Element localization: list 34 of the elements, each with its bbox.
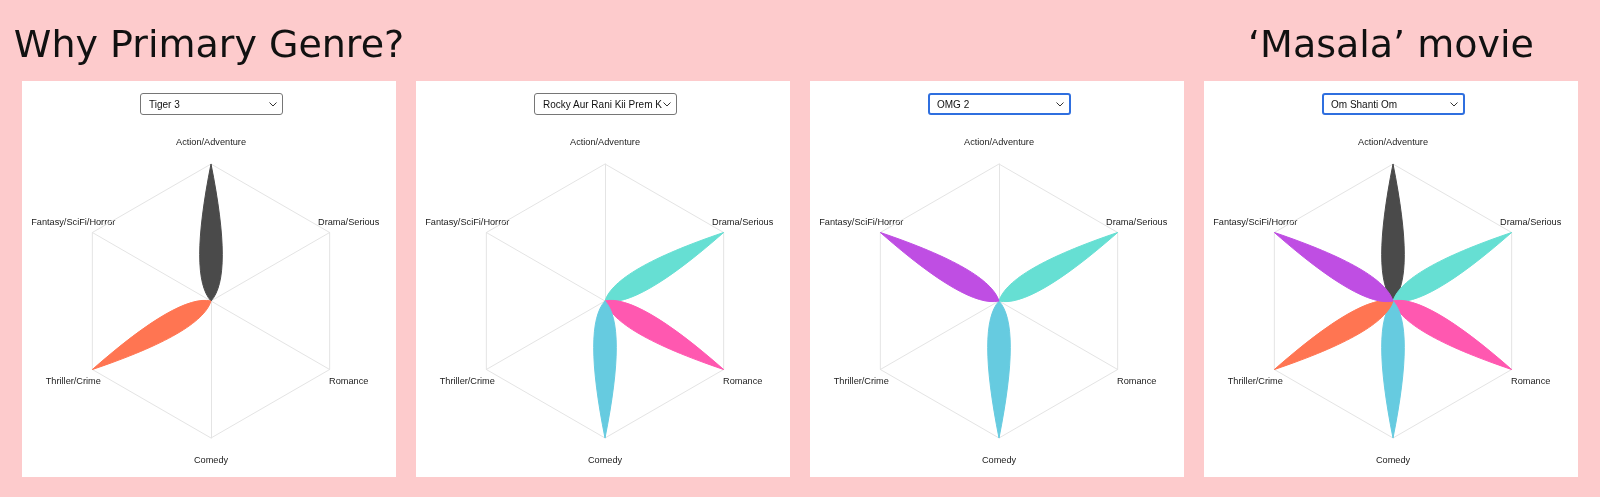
- spoke-label: Fantasy/SciFi/Horror: [819, 216, 904, 227]
- chart-subtitle: Rocky Aur Rani Kii Prem K: [543, 98, 662, 110]
- chart-title: ‘Masala’ movie: [1248, 22, 1534, 66]
- dropdown: Tiger 3: [140, 93, 283, 115]
- spoke-label: Romance: [1117, 375, 1157, 386]
- spoke-label: Action/Adventure: [176, 137, 246, 147]
- spoke-label: Thriller/Crime: [45, 375, 101, 386]
- spoke-label: Fantasy/SciFi/Horror: [425, 216, 510, 227]
- dropdown: Rocky Aur Rani Kii Prem K: [534, 93, 677, 115]
- spoke-label: Comedy: [1375, 455, 1411, 465]
- spoke-label: Comedy: [193, 455, 229, 465]
- spoke-label: Drama/Serious: [712, 216, 774, 227]
- spoke-label: Action/Adventure: [1358, 137, 1428, 147]
- spoke-label: Thriller/Crime: [1227, 375, 1283, 386]
- chart-title: Why Primary Genre?: [13, 22, 405, 66]
- spoke-label: Romance: [723, 375, 763, 386]
- dropdown: OMG 2: [928, 93, 1071, 115]
- spoke-label: Drama/Serious: [1106, 216, 1168, 227]
- chart-subtitle: Om Shanti Om: [1331, 98, 1398, 110]
- spoke-label: Drama/Serious: [1500, 216, 1562, 227]
- spoke-label: Romance: [329, 375, 369, 386]
- spoke-label: Fantasy/SciFi/Horror: [31, 216, 116, 227]
- spoke-label: Thriller/Crime: [439, 375, 495, 386]
- spoke-label: Comedy: [981, 455, 1017, 465]
- spoke-label: Action/Adventure: [964, 137, 1034, 147]
- spoke-label: Fantasy/SciFi/Horror: [1213, 216, 1298, 227]
- spoke-label: Action/Adventure: [570, 137, 640, 147]
- spoke-label: Comedy: [587, 455, 623, 465]
- spoke-label: Drama/Serious: [318, 216, 380, 227]
- chart-subtitle: OMG 2: [937, 98, 970, 110]
- dropdown: Om Shanti Om: [1322, 93, 1465, 115]
- spoke-label: Romance: [1511, 375, 1551, 386]
- chart-subtitle: Tiger 3: [149, 98, 180, 110]
- spoke-label: Thriller/Crime: [833, 375, 889, 386]
